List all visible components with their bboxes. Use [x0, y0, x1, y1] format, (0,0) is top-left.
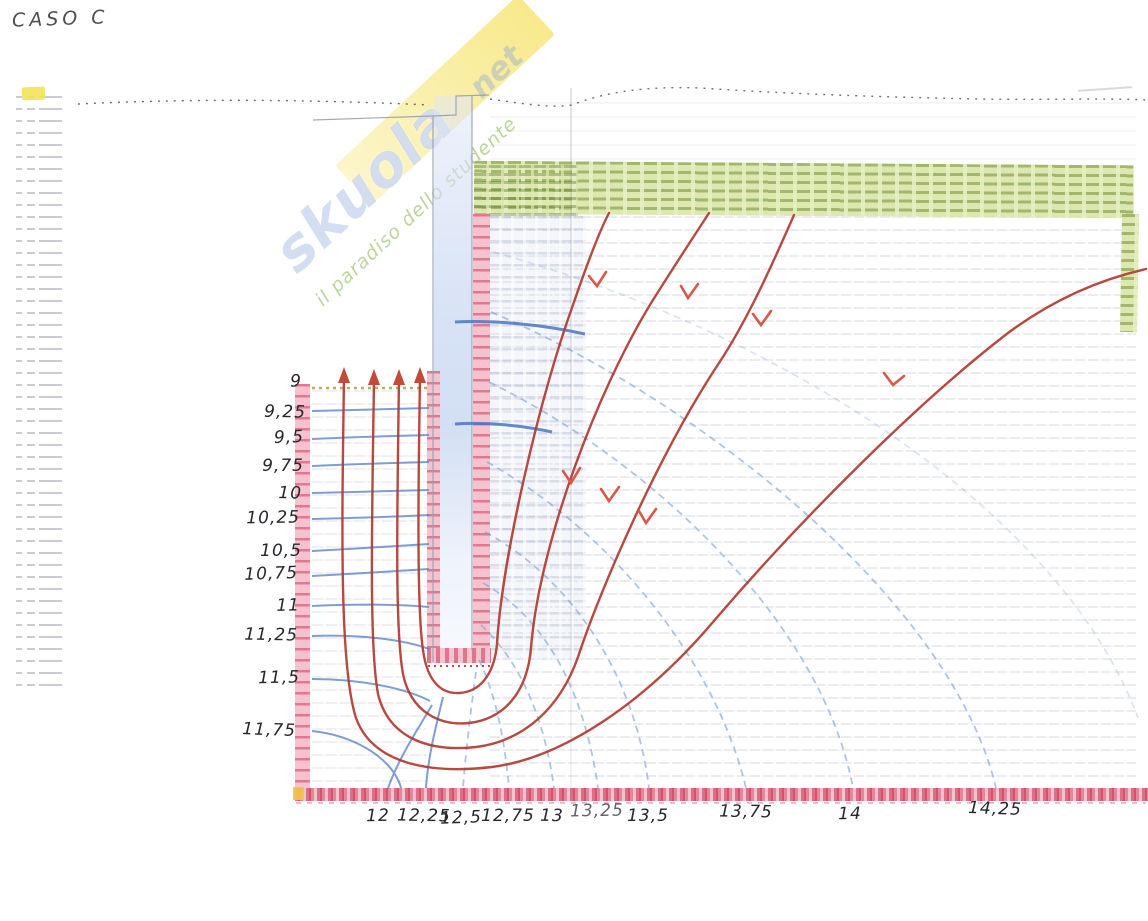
flow-lines — [341, 211, 1148, 771]
equipotential-lines-right — [462, 251, 1139, 789]
bottom-axis-label: 14,25 — [967, 798, 1023, 820]
left-axis-label: 10,75 — [243, 562, 299, 585]
left-axis-label: 10 — [278, 483, 303, 504]
boundary-strip-wall-right — [473, 214, 490, 663]
sheet-pile-wall — [434, 96, 472, 662]
structure-outline — [312, 94, 490, 662]
left-axis-label: 11 — [276, 595, 301, 616]
left-axis-label: 11,75 — [241, 719, 297, 742]
left-axis-label: 9,5 — [273, 426, 305, 448]
boundary-strip-left — [295, 384, 310, 801]
left-axis-label: 11,25 — [244, 624, 299, 646]
soil-print-upper — [490, 102, 1136, 163]
flow-arrows-down — [561, 270, 906, 526]
left-axis-label: 9,25 — [263, 401, 307, 423]
left-axis-label: 9,75 — [262, 456, 304, 476]
corner-highlight-mark — [293, 787, 304, 800]
bottom-axis-label: 13,5 — [627, 806, 669, 826]
flow-arrows-up — [338, 367, 426, 385]
bottom-axis-label: 14 — [837, 803, 862, 825]
left-axis-label: 10,25 — [246, 507, 301, 529]
left-axis-label: 10,5 — [260, 541, 302, 561]
green-band-dense-left — [474, 165, 578, 218]
boundary-strip-wall-tip — [427, 648, 491, 663]
case-title: CASO C — [11, 6, 109, 32]
ground-surface-line — [77, 86, 1147, 107]
equipotential-dense-segments — [454, 320, 586, 434]
bottom-axis-label: 13,75 — [718, 801, 773, 823]
soil-print-left — [312, 390, 427, 788]
bottom-axis-label: 12,75 — [481, 806, 535, 826]
equipotential-lines-left — [311, 407, 444, 789]
soil-print-dense-column — [490, 216, 586, 660]
boundary-strip-bottom — [295, 788, 1148, 801]
paper-crease — [570, 88, 572, 800]
left-axis-label: 11,5 — [257, 667, 301, 689]
soil-print-right — [490, 216, 1136, 788]
margin-scale-column — [16, 96, 62, 692]
left-axis-label: 9 — [289, 371, 303, 392]
